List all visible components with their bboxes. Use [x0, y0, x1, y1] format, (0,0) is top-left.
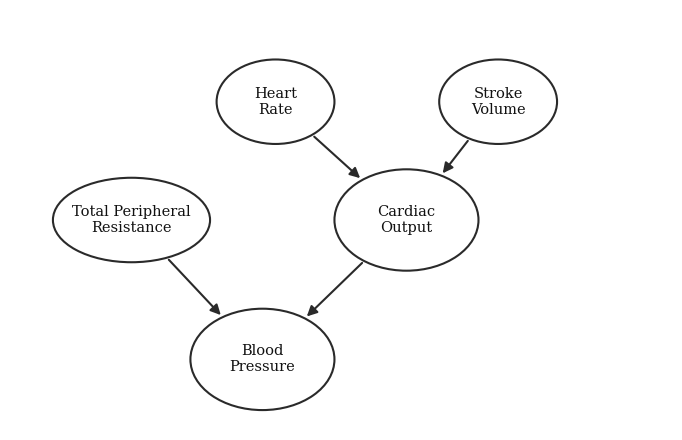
Ellipse shape — [190, 309, 334, 410]
Text: Blood
Pressure: Blood Pressure — [230, 344, 295, 374]
Ellipse shape — [439, 59, 557, 144]
Text: Total Peripheral
Resistance: Total Peripheral Resistance — [72, 205, 191, 235]
Ellipse shape — [334, 169, 479, 271]
Text: Stroke
Volume: Stroke Volume — [471, 87, 525, 117]
Ellipse shape — [53, 178, 210, 262]
Text: Heart
Rate: Heart Rate — [254, 87, 297, 117]
Ellipse shape — [217, 59, 334, 144]
Text: Cardiac
Output: Cardiac Output — [377, 205, 436, 235]
